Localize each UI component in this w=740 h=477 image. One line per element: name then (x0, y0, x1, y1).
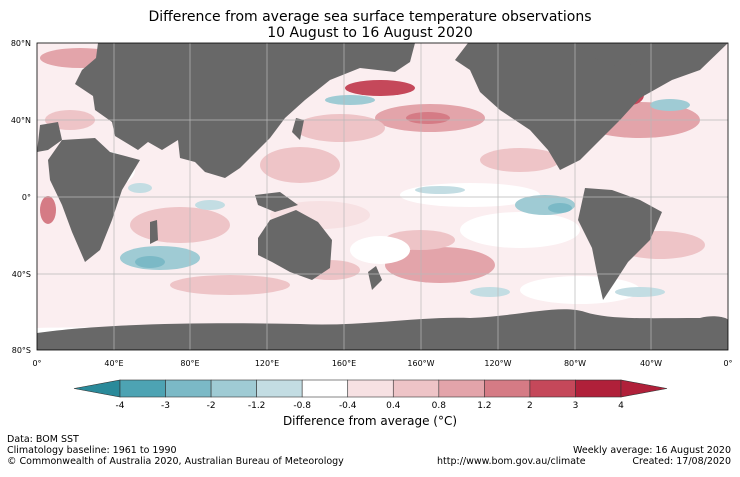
colorbar-segment (119, 379, 166, 398)
lon-label: 40°W (640, 359, 662, 368)
map-frame (36, 42, 729, 351)
land-masses (37, 43, 728, 350)
japan (292, 118, 304, 140)
colorbar-tick-label: -1.2 (248, 401, 266, 411)
australia (258, 210, 332, 280)
footer-url[interactable]: http://www.bom.gov.au/climate (437, 456, 586, 467)
footer-created-date: Created: 17/08/2020 (632, 456, 731, 467)
colorbar-tick-label: 2 (527, 401, 533, 411)
europe-west (37, 122, 62, 152)
colorbar-segment (256, 379, 303, 398)
chart-title-line1: Difference from average sea surface temp… (148, 9, 592, 25)
footer-copyright: © Commonwealth of Australia 2020, Austra… (7, 456, 344, 467)
colorbar-segment (484, 379, 531, 398)
colorbar-segment (529, 379, 576, 398)
lon-label: 160°W (407, 359, 434, 368)
colorbar-segment (165, 379, 212, 398)
lon-label: 120°W (484, 359, 511, 368)
colorbar-arrow-low (73, 379, 121, 398)
colorbar-segment (575, 379, 622, 398)
chart-title-line2: 10 August to 16 August 2020 (267, 25, 473, 41)
colorbar-tick-label: -2 (207, 401, 216, 411)
colorbar-segment (347, 379, 394, 398)
colorbar-segment (392, 379, 440, 398)
colorbar-tick-label: 1.2 (477, 401, 491, 411)
colorbar-tick-label: -0.8 (293, 401, 311, 411)
madagascar (150, 220, 158, 244)
lon-label: 0° (32, 359, 41, 368)
colorbar-tick-label: 0.8 (432, 401, 447, 411)
eurasia (75, 43, 415, 178)
colorbar-arrow-high (620, 379, 668, 398)
lon-label: 160°E (332, 359, 356, 368)
north-america (455, 43, 728, 170)
lon-label: 40°E (104, 359, 123, 368)
antarctica (37, 309, 728, 350)
colorbar-segment (301, 379, 349, 398)
colorbar-tick-label: 4 (618, 401, 624, 411)
lat-label: 40°N (11, 116, 31, 125)
graticule (37, 43, 728, 350)
lon-label: 80°W (564, 359, 586, 368)
colorbar-segment (210, 379, 257, 398)
footer-data-source: Data: BOM SST (7, 434, 79, 445)
lat-label: 80°N (11, 39, 31, 48)
africa (48, 138, 140, 262)
colorbar-tick-label: -4 (116, 401, 125, 411)
lon-label: 80°E (180, 359, 199, 368)
colorbar-segment (438, 379, 485, 398)
colorbar-label: Difference from average (°C) (282, 414, 458, 428)
lat-label: 80°S (12, 346, 31, 355)
footer-baseline: Climatology baseline: 1961 to 1990 (7, 445, 177, 456)
lon-label: 120°E (255, 359, 279, 368)
footer-weekly-average: Weekly average: 16 August 2020 (573, 445, 731, 456)
lon-label: 0° (723, 359, 732, 368)
colorbar-tick-label: -0.4 (339, 401, 357, 411)
greenland (580, 45, 642, 68)
south-america (578, 188, 662, 300)
new-zealand (368, 266, 382, 290)
colorbar-tick-label: 0.4 (386, 401, 401, 411)
colorbar-tick-label: 3 (573, 401, 579, 411)
colorbar-tick-label: -3 (161, 401, 170, 411)
lat-label: 0° (22, 193, 31, 202)
lat-label: 40°S (12, 270, 31, 279)
